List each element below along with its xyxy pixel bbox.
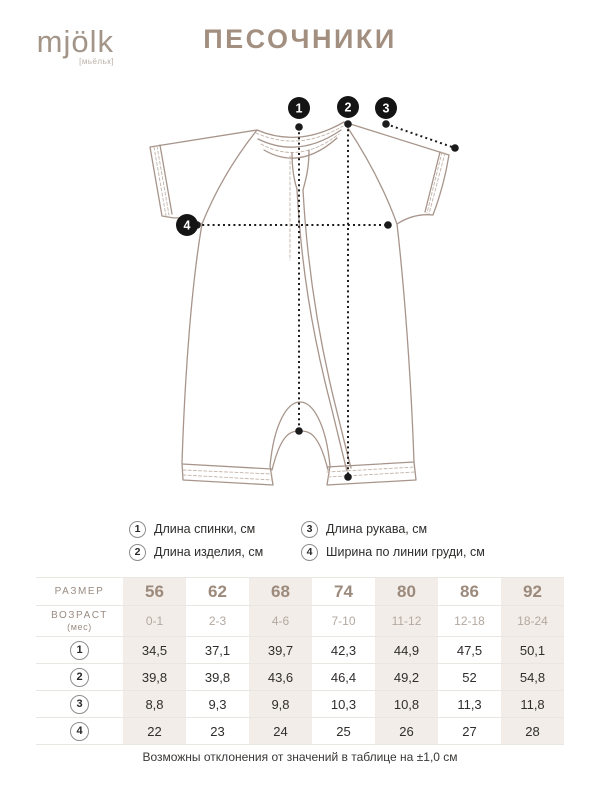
svg-text:4: 4 (184, 219, 191, 233)
size-cell: 86 (460, 581, 479, 601)
value-cell: 39,7 (249, 636, 312, 664)
size-row: РАЗМЕР 56 62 68 74 80 86 92 (36, 577, 564, 606)
value-cell: 52 (462, 669, 477, 685)
legend-item-label: Длина изделия, см (154, 545, 264, 559)
value-cell: 11,8 (501, 690, 564, 718)
svg-text:2: 2 (345, 101, 352, 115)
marker-4: 4 (176, 214, 198, 236)
value-cell: 22 (123, 717, 186, 745)
brand-logo: mjölk [мьёльк] (32, 26, 114, 66)
legend-item: 1 Длина спинки, см (129, 520, 255, 538)
value-cell: 26 (375, 717, 438, 745)
row-number-badge: 4 (70, 722, 89, 741)
value-cell: 47,5 (456, 642, 483, 658)
value-cell: 24 (249, 717, 312, 745)
row-label: 1 (36, 637, 123, 664)
value-cell: 34,5 (123, 636, 186, 664)
size-cell: 56 (123, 577, 186, 606)
tolerance-note: Возможны отклонения от значений в таблиц… (142, 750, 458, 764)
row-label: 2 (36, 664, 123, 691)
value-cell: 37,1 (204, 642, 231, 658)
legend-item-label: Длина рукава, см (326, 522, 428, 536)
romper-drawing (149, 121, 450, 486)
value-cell: 42,3 (330, 642, 357, 658)
svg-text:1: 1 (296, 102, 303, 116)
legend-item-label: Длина спинки, см (154, 522, 256, 536)
value-cell: 43,6 (249, 663, 312, 691)
size-cell: 62 (208, 581, 227, 601)
legend-item-number: 3 (301, 520, 318, 538)
legend-item-number: 1 (129, 520, 146, 538)
value-cell: 54,8 (501, 663, 564, 691)
measurement-row: 3 8,8 9,3 9,8 10,3 10,8 11,3 11,8 (36, 690, 564, 718)
value-cell: 23 (210, 723, 225, 739)
row-label: 3 (36, 691, 123, 718)
row-label: 4 (36, 718, 123, 745)
age-cell: 0-1 (123, 605, 186, 637)
value-cell: 27 (462, 723, 477, 739)
legend-item-label: Ширина по линии груди, см (326, 545, 485, 559)
legend-item: 3 Длина рукава, см (301, 520, 427, 538)
value-cell: 50,1 (501, 636, 564, 664)
romper-diagram: 1 2 3 4 (149, 96, 459, 486)
marker-2: 2 (337, 96, 359, 118)
value-cell: 11,3 (457, 696, 482, 712)
legend-item: 4 Ширина по линии груди, см (301, 543, 485, 561)
size-cell: 92 (501, 577, 564, 606)
size-table: РАЗМЕР 56 62 68 74 80 86 92 ВОЗРАСТ (мес… (36, 577, 564, 745)
brand-logo-transcription: [мьёльк] (79, 57, 114, 66)
size-header-label: РАЗМЕР (54, 586, 105, 597)
measurement-row: 1 34,5 37,1 39,7 42,3 44,9 47,5 50,1 (36, 636, 564, 664)
age-cell: 4-6 (249, 605, 312, 637)
measurement-row: 4 22 23 24 25 26 27 28 (36, 717, 564, 745)
age-row: ВОЗРАСТ (мес) 0-1 2-3 4-6 7-10 11-12 12-… (36, 605, 564, 637)
age-cell: 12-18 (454, 614, 485, 628)
marker-1: 1 (288, 97, 310, 119)
measurement-overlay: 1 2 3 4 (176, 96, 459, 481)
measure-line-sleeve-length (385, 123, 456, 149)
value-cell: 28 (501, 717, 564, 745)
svg-text:3: 3 (383, 102, 390, 116)
row-number-badge: 3 (70, 695, 89, 714)
value-cell: 46,4 (330, 669, 357, 685)
size-cell: 68 (249, 577, 312, 606)
value-cell: 25 (336, 723, 351, 739)
marker-3: 3 (375, 97, 397, 119)
size-cell: 80 (375, 577, 438, 606)
age-cell: 7-10 (331, 614, 356, 628)
age-cell: 2-3 (208, 614, 227, 628)
value-cell: 9,8 (249, 690, 312, 718)
legend-item: 2 Длина изделия, см (129, 543, 263, 561)
measure-endpoint-dots (193, 120, 459, 481)
measurement-row: 2 39,8 39,8 43,6 46,4 49,2 52 54,8 (36, 663, 564, 691)
row-number-badge: 2 (70, 668, 89, 687)
page-title: ПЕСОЧНИКИ (203, 24, 397, 54)
value-cell: 10,8 (375, 690, 438, 718)
legend-item-number: 2 (129, 543, 146, 561)
age-header-label: ВОЗРАСТ (мес) (51, 610, 108, 632)
value-cell: 39,8 (204, 669, 231, 685)
age-cell: 18-24 (501, 605, 564, 637)
value-cell: 39,8 (123, 663, 186, 691)
brand-logo-name: mjölk (36, 24, 114, 59)
legend-item-number: 4 (301, 543, 318, 561)
age-cell: 11-12 (375, 605, 438, 637)
value-cell: 44,9 (375, 636, 438, 664)
value-cell: 9,3 (208, 696, 227, 712)
value-cell: 10,3 (330, 696, 357, 712)
value-cell: 8,8 (123, 690, 186, 718)
value-cell: 49,2 (375, 663, 438, 691)
size-cell: 74 (334, 581, 353, 601)
row-number-badge: 1 (70, 641, 89, 660)
